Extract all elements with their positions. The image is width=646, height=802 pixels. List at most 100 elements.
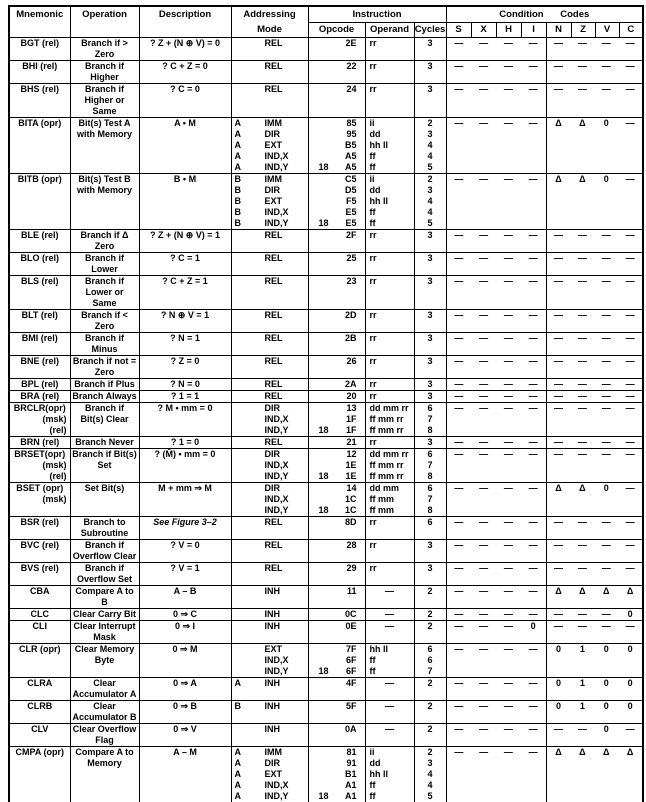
addressing-line: IND,Y [232,471,308,482]
condition-flag: — [454,118,464,128]
condition-codes-nzvc: — — 0 — [545,723,644,747]
condition-group: — — — — [547,253,643,264]
condition-codes-sxhi: — — — — [445,677,547,701]
mnemonic-text: (rel) [49,425,67,435]
condition-codes-sxhi: — — — — [445,516,547,540]
operation-text: Bit(s) Test A [78,118,131,128]
instruction-row: CLI Clear Interrupt Mask 0 ⇒ I INH 0E —2— — —0— —… [8,620,644,644]
condition-flag: 0 [627,644,633,654]
mnemonic-cell: BLO (rel) [8,252,71,276]
mnemonic-cell: BHI (rel) [8,60,71,84]
condition-flag: — [479,61,489,71]
condition-group: — — — — [547,437,643,448]
operand-value: dd mm [369,483,400,493]
opcode-line: 0C [309,609,365,620]
cycles-value: 4 [427,140,433,150]
operation-text: Lower or [85,287,124,297]
condition-flag: — [479,174,489,184]
condition-flag: 0 [555,644,561,654]
addressing-line: REL [232,333,308,344]
condition-flag: — [479,517,489,527]
addressing-mode-cell: A IMM A DIR A EXT A IND,X A IND,Y [230,746,309,802]
opcode-line: 18 1F [309,425,365,436]
operation-cell: Branch if Higher [69,60,140,84]
condition-flag: — [625,61,635,71]
condition-flag: — [553,563,563,573]
condition-group: — — — — [447,678,546,689]
cycles-cell: 3 [413,355,447,379]
addressing-line: REL [232,391,308,402]
opcode-cell: 2A [307,378,366,391]
opcode-cell: 2B [307,332,366,356]
addressing-mode-cell: REL [230,562,309,586]
addressing-line: IND,Y [232,505,308,516]
mode-label: EXT [264,140,283,150]
cycles-value: 3 [427,253,433,263]
condition-group: — — — — [447,644,546,655]
operand-cell: hh ll ff ff [364,643,415,678]
opcode-cell: 21 [307,436,366,449]
mode-label: IND,Y [264,218,289,228]
condition-flag: — [528,701,538,711]
condition-flag: — [528,449,538,459]
opcode-value: 21 [346,437,357,447]
addressing-line: REL [232,540,308,551]
condition-codes-sxhi: — — — — [445,643,547,678]
addressing-line: B DIR [232,185,308,196]
operand-cell: — [364,608,415,621]
addressing-mode-cell: REL [230,309,309,333]
cycles-cell: 3 [413,229,447,253]
operand-value: — [385,701,394,711]
addressing-line: B IMM [232,174,308,185]
instruction-row: CLR (opr) Clear Memory Byte 0 ⇒ M EXT IND,X IN… [8,643,644,678]
mode-label: IND,X [264,655,289,665]
condition-flag: — [553,253,563,263]
mnemonic-text: BMI (rel) [21,333,58,343]
condition-codes-sxhi: — — — — [445,402,547,437]
operation-text: Zero [94,367,115,377]
condition-flag: 0 [627,678,633,688]
mode-label: EXT [264,644,283,654]
condition-flag: — [577,609,587,619]
condition-flag: — [479,747,489,757]
condition-group: — — — — [447,230,546,241]
cycles-cell: 3 [413,436,447,449]
description-cell: ? N = 0 [138,378,232,391]
opcode-value: 12 [346,449,357,459]
opcode-line: 18 A5 [309,162,365,173]
description-cell: ? C = 1 [138,252,232,276]
operand-cell: — [364,700,415,724]
condition-flag: — [577,517,587,527]
condition-flag: — [454,678,464,688]
operation-text: Branch if Plus [74,379,135,389]
opcode-value: 95 [346,129,357,139]
description-text: ? N ⊕ V = 1 [160,310,210,320]
cycles-cell: 2 [413,700,447,724]
opcode-line: 2F [309,230,365,241]
operand-value: rr [369,61,377,71]
addressing-line: A IMM [232,118,308,129]
mnemonic-text: BRCLR(opr) [13,403,66,413]
condition-flag: — [454,333,464,343]
description-text: ? Z + (N ⊕ V) = 1 [149,230,221,240]
condition-flag: 0 [627,701,633,711]
condition-flag: — [553,38,563,48]
mnemonic-text: BLO (rel) [20,253,59,263]
opcode-cell: 7F 6F 18 6F [307,643,366,678]
condition-flag: — [553,517,563,527]
description-text: See Figure 3–2 [153,517,217,527]
condition-group: — — — — [447,701,546,712]
mnemonic-text: BLE (rel) [20,230,59,240]
col-header-operand: Operand [364,22,415,38]
opcode-cell: 24 [307,83,366,118]
condition-codes-sxhi: — — — — [445,83,547,118]
description-cell: ? Z = 0 [138,355,232,379]
description-cell: 0 ⇒ V [138,723,232,747]
condition-codes-nzvc: — — — — [545,378,644,391]
mnemonic-text: CLV [31,724,49,734]
cycles-value: 6 [427,403,433,413]
condition-flag: — [577,61,587,71]
opcode-line: A5 [309,151,365,162]
opcode-cell: 25 [307,252,366,276]
